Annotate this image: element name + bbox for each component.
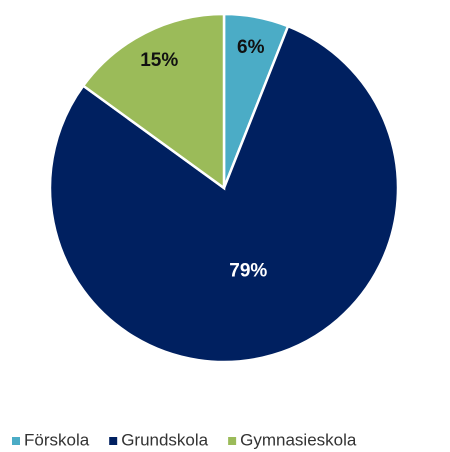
data-label: 15% [140,50,178,71]
pie-slice [48,24,400,364]
legend-swatch [12,437,20,445]
legend-swatch [109,437,118,445]
legend-swatch [228,437,237,445]
pie-slice [81,12,226,191]
legend-label: Förskola [24,430,90,449]
legend-label: Gymnasieskola [240,430,357,449]
legend-label: Grundskola [121,430,208,449]
data-label: 79% [229,261,267,282]
data-label: 6% [237,37,265,58]
